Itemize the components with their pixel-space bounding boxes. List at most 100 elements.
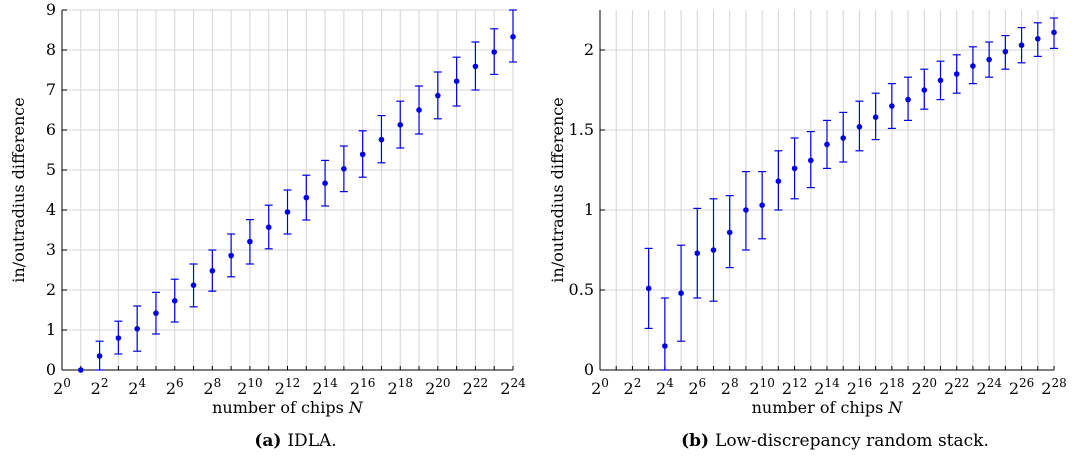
data-point [228, 252, 234, 259]
data-point [1018, 42, 1025, 48]
data-point [397, 122, 404, 128]
y-tick-label: 3 [46, 240, 56, 259]
data-point [986, 56, 992, 63]
x-tick-label: 214 [312, 376, 338, 398]
x-axis-label: number of chips N [212, 398, 364, 417]
data-point [341, 166, 347, 172]
data-point [1034, 36, 1041, 42]
data-point [303, 194, 310, 201]
x-tick-label: 216 [847, 376, 872, 398]
data-point [824, 141, 830, 148]
y-tick-label: 1 [584, 200, 594, 219]
data-point [115, 335, 122, 341]
x-tick-label: 20 [591, 376, 609, 398]
panel-caption: (a) IDLA. [254, 431, 336, 451]
y-tick-label: 0 [584, 360, 594, 379]
data-series [77, 9, 517, 373]
data-point [453, 78, 460, 84]
data-point [662, 343, 668, 349]
data-point [284, 209, 291, 215]
data-point [416, 107, 422, 113]
x-tick-label: 28 [203, 376, 221, 398]
data-point [265, 224, 272, 230]
data-point [807, 157, 814, 164]
data-point [840, 135, 847, 141]
data-point [359, 151, 366, 158]
y-tick-label: 1 [46, 320, 56, 339]
data-point [678, 290, 684, 297]
data-point [491, 49, 498, 55]
y-tick-label: 6 [46, 120, 56, 139]
y-tick-label: 4 [46, 200, 56, 219]
data-point [77, 367, 84, 373]
grid [599, 10, 1055, 371]
data-point [134, 326, 140, 332]
x-tick-label: 210 [749, 376, 774, 398]
x-tick-label: 26 [166, 376, 184, 398]
data-point [759, 202, 765, 208]
data-point [937, 77, 944, 84]
panel-a-idla: 20 22 24 26 28 210 212 214 216 218 220 222 224 0 1 2 3 4 5… [9, 0, 526, 451]
x-tick-label: 212 [275, 376, 300, 398]
x-tick-label: 20 [53, 376, 71, 398]
data-point [775, 178, 782, 184]
x-axis-label: number of chips N [752, 398, 904, 417]
x-tick-label: 22 [624, 376, 642, 398]
y-axis-label: in/outradius difference [548, 97, 567, 282]
data-point [190, 282, 197, 289]
data-point [872, 114, 879, 120]
x-tick-label: 26 [688, 376, 706, 398]
x-tick-label: 218 [879, 376, 904, 398]
y-tick-label: 5 [46, 160, 56, 179]
data-point [322, 180, 328, 186]
data-point [472, 63, 479, 70]
y-tick-label: 9 [46, 0, 56, 19]
data-point [905, 96, 911, 103]
y-tick-label: 2 [584, 40, 594, 59]
x-tick-label: 22 [91, 376, 109, 398]
data-point [953, 71, 960, 77]
x-tick-label: 210 [237, 376, 262, 398]
data-point [856, 124, 863, 130]
data-series [644, 17, 1058, 371]
data-point [96, 353, 103, 359]
x-tick-label: 24 [656, 376, 674, 398]
x-tick-label: 222 [463, 376, 488, 398]
x-tick-label: 212 [782, 376, 807, 398]
x-tick-label: 220 [425, 376, 450, 398]
data-point [970, 63, 976, 69]
panel-b-low-discrepancy: 20 22 24 26 28 210 212 214 216 218 220 222 224 226 228… [548, 10, 1067, 451]
x-tick-label: 28 [721, 376, 739, 398]
data-point [247, 238, 253, 245]
data-point [889, 103, 895, 109]
x-tick-label: 220 [912, 376, 937, 398]
y-tick-label: 7 [46, 80, 56, 99]
data-point [171, 298, 178, 304]
y-tick-label: 2 [46, 280, 56, 299]
panel-caption: (b) Low-discrepancy random stack. [681, 431, 989, 451]
data-point [645, 285, 652, 292]
x-tick-label: 224 [976, 376, 1002, 398]
y-tick-label: 8 [46, 40, 56, 59]
x-tick-label: 226 [1009, 376, 1034, 398]
x-tick-label: 218 [388, 376, 413, 398]
data-point [726, 229, 733, 236]
x-tick-label: 224 [500, 376, 526, 398]
data-point [694, 250, 701, 256]
x-tick-label: 24 [128, 376, 146, 398]
data-point [510, 34, 516, 40]
data-point [153, 310, 159, 317]
y-axis-label: in/outradius difference [9, 97, 28, 282]
data-point [1002, 48, 1009, 55]
y-tick-label: 0.5 [569, 280, 594, 299]
x-tick-label: 228 [1041, 376, 1066, 398]
data-point [378, 136, 385, 143]
data-point [209, 268, 216, 274]
data-point [710, 247, 717, 253]
data-point [435, 92, 441, 99]
data-point [921, 87, 928, 93]
data-point [1051, 29, 1057, 36]
data-point [743, 207, 749, 213]
x-tick-label: 222 [944, 376, 969, 398]
